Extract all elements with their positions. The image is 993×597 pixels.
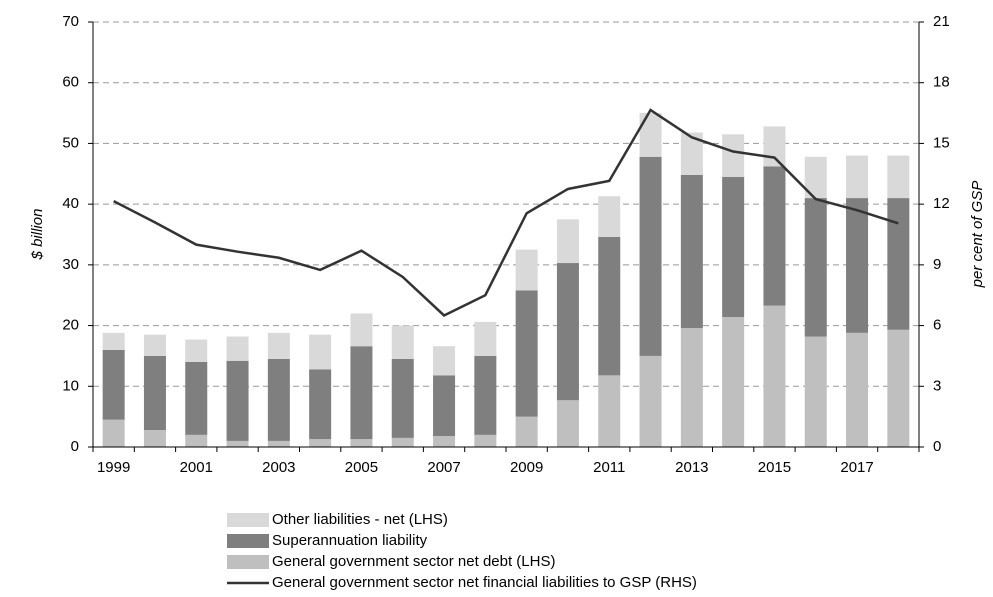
- y-tick-label: 20: [62, 317, 79, 334]
- bar-segment: [846, 332, 869, 447]
- y-tick-label: 10: [62, 377, 79, 394]
- bar-segment: [102, 349, 125, 420]
- legend-label: Other liabilities - net (LHS): [272, 511, 448, 528]
- bar-segment: [515, 249, 538, 291]
- bar-segment: [556, 400, 579, 447]
- x-tick-label: 2009: [510, 459, 543, 476]
- bar-segment: [226, 336, 249, 361]
- bar-segment: [433, 375, 456, 437]
- x-tick-label: 2011: [593, 459, 625, 476]
- x-tick-label: 2013: [675, 459, 708, 476]
- bar-segment: [185, 362, 208, 435]
- bar-segment: [804, 198, 827, 337]
- bar-segment: [391, 358, 414, 438]
- bar-segment: [515, 416, 538, 447]
- bar-segment: [887, 198, 910, 330]
- bar-segment: [887, 329, 910, 447]
- y2-tick-label: 21: [933, 13, 950, 30]
- x-tick-label: 2005: [345, 459, 378, 476]
- x-tick-label: 1999: [97, 459, 130, 476]
- y2-tick-label: 12: [933, 195, 950, 212]
- bar-segment: [763, 126, 786, 167]
- bar-segment: [804, 336, 827, 447]
- line: [113, 108, 899, 317]
- legend-swatch: [227, 555, 269, 569]
- bar-segment: [804, 156, 827, 199]
- bar-segment: [143, 334, 166, 356]
- bar-segment: [474, 321, 497, 356]
- bar-segment: [598, 375, 621, 447]
- bar-segment: [722, 317, 745, 447]
- y-tick-label: 40: [62, 195, 79, 212]
- bar-segment: [598, 236, 621, 376]
- legend-label: Superannuation liability: [272, 532, 428, 549]
- bar-segment: [515, 290, 538, 417]
- bar-segment: [185, 434, 208, 447]
- y-tick-label: 30: [62, 256, 79, 273]
- bar-segment: [309, 439, 332, 447]
- bar-segment: [846, 155, 869, 199]
- bar-segment: [185, 339, 208, 362]
- y-tick-label: 0: [71, 438, 79, 455]
- bar-segment: [474, 434, 497, 447]
- bar-segment: [763, 305, 786, 447]
- bar-segment: [556, 263, 579, 401]
- bar-segment: [556, 219, 579, 264]
- bar-segment: [433, 346, 456, 376]
- bar-segment: [143, 355, 166, 430]
- y-tick-label: 60: [62, 74, 79, 91]
- bar-segment: [722, 176, 745, 318]
- x-tick-label: 2007: [427, 459, 460, 476]
- bar-segment: [226, 360, 249, 441]
- y2-tick-label: 9: [933, 256, 941, 273]
- bar-segment: [887, 155, 910, 199]
- bar-segment: [680, 328, 703, 447]
- y2-axis-label: per cent of GSP: [969, 181, 986, 289]
- y2-tick-label: 15: [933, 134, 950, 151]
- bar-segment: [102, 332, 125, 350]
- legend-swatch: [227, 534, 269, 548]
- bar-segment: [226, 440, 249, 447]
- legend-swatch: [227, 513, 269, 527]
- bar-segment: [267, 332, 290, 359]
- y2-tick-label: 6: [933, 317, 941, 334]
- bar-segment: [350, 439, 373, 447]
- bar-segment: [433, 436, 456, 447]
- x-tick-label: 2001: [180, 459, 213, 476]
- bar-segment: [391, 325, 414, 359]
- bar-segment: [639, 355, 662, 447]
- x-tick-label: 2017: [840, 459, 873, 476]
- legend-label: General government sector net debt (LHS): [272, 553, 555, 570]
- bar-segment: [143, 430, 166, 447]
- y2-tick-label: 0: [933, 438, 941, 455]
- bar-segment: [846, 198, 869, 333]
- legend-label: General government sector net financial …: [272, 574, 697, 591]
- y-tick-label: 50: [62, 134, 79, 151]
- bar-segment: [350, 313, 373, 347]
- bar-segment: [350, 346, 373, 440]
- bar-segment: [763, 166, 786, 306]
- bar-segment: [474, 355, 497, 435]
- y-tick-label: 70: [62, 13, 79, 30]
- x-tick-label: 2015: [758, 459, 791, 476]
- y-axis-label: $ billion: [29, 209, 46, 261]
- bar-segment: [639, 156, 662, 356]
- bar-segment: [680, 132, 703, 175]
- bar-segment: [309, 334, 332, 370]
- bar-segment: [722, 134, 745, 177]
- bar-segment: [102, 419, 125, 447]
- bar-segment: [267, 440, 290, 447]
- y2-tick-label: 3: [933, 377, 941, 394]
- x-tick-label: 2003: [262, 459, 295, 476]
- bar-segment: [598, 196, 621, 237]
- bar-segment: [680, 175, 703, 328]
- bar-segment: [309, 369, 332, 440]
- bar-segment: [639, 113, 662, 157]
- y2-tick-label: 18: [933, 74, 950, 91]
- bar-segment: [267, 358, 290, 441]
- bar-segment: [391, 437, 414, 447]
